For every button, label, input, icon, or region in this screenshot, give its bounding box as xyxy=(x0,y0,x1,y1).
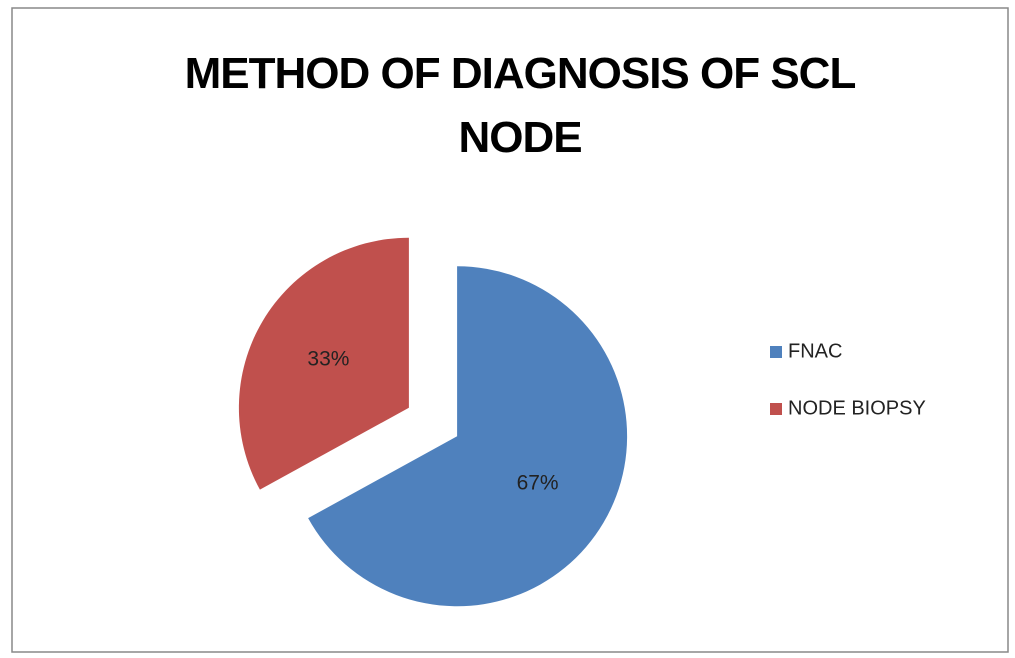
chart-title: METHOD OF DIAGNOSIS OF SCL NODE xyxy=(184,49,857,162)
legend-swatch xyxy=(770,403,782,415)
data-label: 33% xyxy=(307,348,349,371)
pie-slice xyxy=(238,237,409,490)
legend-label: NODE BIOPSY xyxy=(788,397,926,419)
legend-label: FNAC xyxy=(788,340,842,362)
legend-swatch xyxy=(770,346,782,358)
pie-slice xyxy=(308,266,628,607)
data-label: 67% xyxy=(517,471,559,494)
